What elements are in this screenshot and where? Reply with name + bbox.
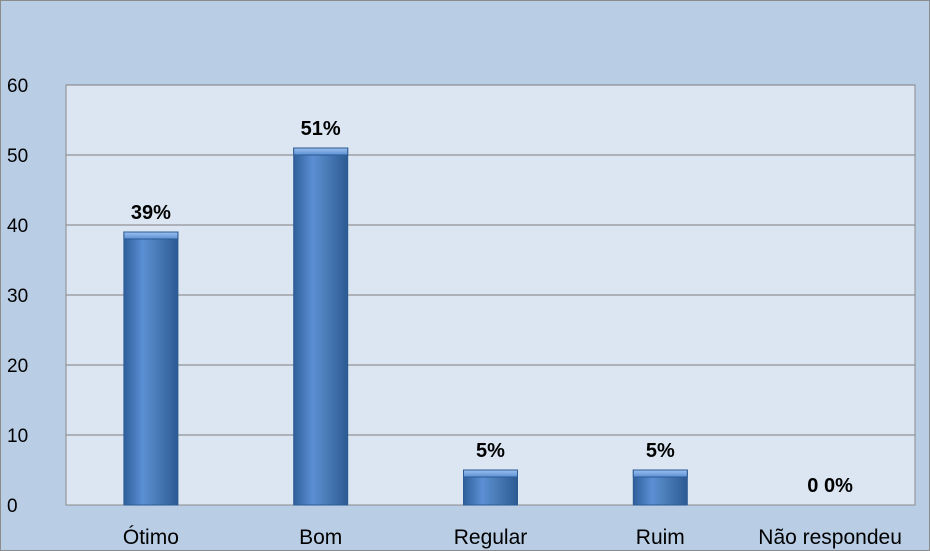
- bar: [123, 231, 179, 506]
- bar-top: [293, 147, 349, 156]
- data-label: 0 0%: [807, 475, 853, 497]
- category-label: Ruim: [636, 526, 685, 549]
- category-label: Não respondeu: [758, 526, 902, 549]
- y-tick-label: 30: [7, 286, 28, 307]
- y-tick-label: 50: [7, 146, 28, 167]
- data-label: 39%: [131, 202, 171, 224]
- data-label: 51%: [301, 118, 341, 140]
- data-label: 5%: [476, 440, 505, 462]
- data-label: 5%: [646, 440, 675, 462]
- bar-top: [123, 231, 179, 240]
- y-tick-label: 10: [7, 426, 28, 447]
- y-tick-label: 0: [7, 496, 18, 517]
- category-label: Ótimo: [123, 526, 179, 549]
- x-axis-categories: Ótimo Bom Regular Ruim Não respondeu: [123, 526, 902, 549]
- bar-top: [632, 469, 688, 478]
- y-axis-ticks: 0 10 20 30 40 50 60: [7, 76, 28, 517]
- bar-top: [463, 469, 518, 478]
- data-labels: 39% 51% 5% 5% 0 0%: [131, 118, 853, 497]
- gridlines: [66, 84, 915, 436]
- category-label: Bom: [299, 526, 342, 549]
- bar: [293, 147, 349, 506]
- y-tick-label: 40: [7, 216, 28, 237]
- bars: [123, 147, 688, 506]
- category-label: Regular: [454, 526, 528, 549]
- y-tick-label: 60: [7, 76, 28, 97]
- y-tick-label: 20: [7, 356, 28, 377]
